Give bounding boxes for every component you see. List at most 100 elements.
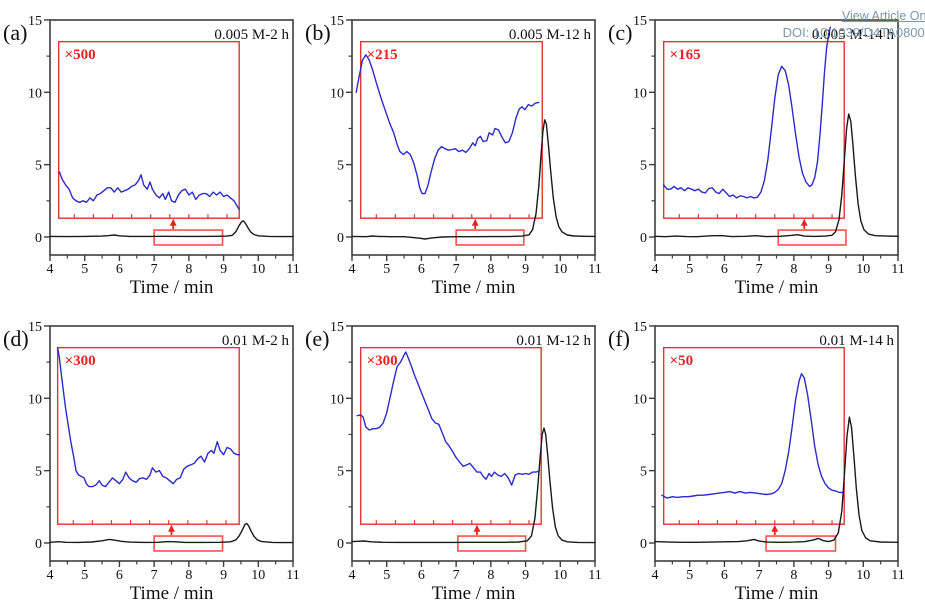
zoom-arrow: [471, 218, 479, 230]
y-tick-label: 10: [330, 392, 344, 407]
y-tick-label: 15: [28, 320, 42, 335]
zoom-arrow: [771, 524, 779, 536]
inset-axis-ticks: [72, 520, 227, 525]
x-tick-label: 10: [856, 568, 870, 583]
panel-letter: (e): [305, 326, 329, 351]
y-tick-label: 0: [640, 537, 647, 552]
y-tick-label: 10: [633, 392, 647, 407]
panel-f-chart: 4 5 6 7 8 9 10 11 0 5 10 15 Time / min (f) ×50 0.01 M-1…: [608, 320, 905, 604]
main-trace: [49, 220, 294, 238]
x-tick-label: 4: [47, 568, 54, 583]
zoom-arrow-head: [168, 524, 175, 532]
inset-box: [56, 346, 240, 525]
x-tick-label: 5: [686, 262, 693, 277]
y-tick-label: 0: [640, 231, 647, 246]
y-axis-ticks: 0 5 10 15: [330, 14, 352, 246]
x-tick-label: 6: [721, 262, 728, 277]
y-tick-label: 15: [633, 14, 647, 29]
x-tick-label: 11: [588, 568, 601, 583]
x-axis-label: Time / min: [130, 583, 214, 604]
x-tick-label: 9: [522, 262, 529, 277]
x-tick-label: 8: [185, 568, 192, 583]
x-tick-label: 5: [383, 568, 390, 583]
x-axis-ticks: 4 5 6 7 8 9 10 11: [47, 561, 300, 583]
magnification-label: ×500: [65, 47, 96, 63]
x-axis-label: Time / min: [432, 277, 516, 298]
panel-title: 0.005 M-14 h: [812, 27, 895, 43]
panel-title: 0.005 M-2 h: [214, 27, 289, 43]
main-trace: [351, 119, 596, 240]
x-tick-label: 5: [81, 262, 88, 277]
inset-box: [662, 346, 845, 525]
inset-box: [359, 40, 543, 219]
panel-letter: (a): [3, 20, 27, 45]
zoom-arrow: [800, 218, 808, 230]
inset-axis-ticks: [375, 214, 530, 219]
x-tick-label: 8: [185, 262, 192, 277]
zoom-source-rect: [153, 535, 224, 552]
x-tick-label: 4: [652, 262, 659, 277]
x-axis-ticks: 4 5 6 7 8 9 10 11: [47, 255, 300, 277]
panel-e-chart: 4 5 6 7 8 9 10 11 0 5 10 15 Time / min (e) ×300 0.01 M-…: [305, 320, 602, 604]
y-tick-label: 15: [330, 320, 344, 335]
zoom-arrow: [473, 524, 481, 536]
x-tick-label: 7: [756, 262, 763, 277]
x-tick-label: 4: [349, 568, 356, 583]
zoom-source-rect: [457, 535, 527, 552]
y-axis-ticks: 0 5 10 15: [633, 14, 655, 246]
zoom-source-rect: [455, 229, 525, 246]
view-article-online-link[interactable]: View Article Onli: [841, 9, 925, 23]
main-trace: [654, 416, 899, 544]
x-tick-label: 11: [891, 568, 904, 583]
magnified-trace: [663, 26, 832, 199]
x-axis-label: Time / min: [735, 277, 819, 298]
panel-letter: (f): [608, 326, 630, 351]
zoom-arrow-head: [473, 524, 481, 532]
panel-c-chart: 4 5 6 7 8 9 10 11 0 5 10 15 Time / min (c) ×165 0.005 M…: [608, 14, 905, 298]
panel-title: 0.01 M-14 h: [819, 333, 894, 349]
x-axis-label: Time / min: [432, 583, 516, 604]
y-tick-label: 10: [330, 86, 344, 101]
main-trace: [351, 427, 596, 544]
y-tick-label: 15: [28, 14, 42, 29]
y-tick-label: 0: [337, 537, 344, 552]
panel-a-chart: 4 5 6 7 8 9 10 11 0 5 10 15 Time / min (a) ×500 0.005 M…: [3, 14, 300, 298]
y-tick-label: 0: [337, 231, 344, 246]
zoom-arrow-head: [471, 218, 479, 226]
magnification-label: ×165: [670, 47, 701, 63]
x-tick-label: 8: [790, 262, 797, 277]
x-tick-label: 6: [116, 262, 123, 277]
x-tick-label: 5: [686, 568, 693, 583]
inset-axis-ticks: [678, 214, 833, 219]
x-tick-label: 5: [383, 262, 390, 277]
x-tick-label: 7: [453, 568, 460, 583]
inset-axis-ticks: [375, 520, 530, 525]
x-tick-label: 10: [856, 262, 870, 277]
y-tick-label: 10: [633, 86, 647, 101]
x-axis-label: Time / min: [735, 583, 819, 604]
x-tick-label: 7: [756, 568, 763, 583]
zoom-source-rect: [153, 229, 224, 246]
y-tick-label: 10: [28, 392, 42, 407]
panel-letter: (d): [3, 326, 29, 351]
zoom-source-rect: [777, 229, 847, 246]
x-tick-label: 7: [151, 568, 158, 583]
y-tick-label: 5: [640, 159, 647, 174]
panel-letter: (c): [608, 20, 632, 45]
inset-axis-ticks: [73, 214, 228, 219]
zoom-arrow-head: [771, 524, 779, 532]
magnification-label: ×50: [670, 353, 694, 369]
y-tick-label: 5: [337, 465, 344, 480]
zoom-arrow-head: [169, 218, 177, 226]
zoom-arrow-head: [800, 218, 808, 226]
x-tick-label: 4: [652, 568, 659, 583]
magnification-label: ×300: [65, 353, 96, 369]
magnification-label: ×215: [367, 47, 398, 63]
magnified-trace: [355, 54, 540, 195]
x-tick-label: 4: [349, 262, 356, 277]
journal-watermark[interactable]: View Article Onli DOI: 10.1039/D4TA08001: [672, 9, 925, 40]
magnified-trace: [56, 347, 240, 488]
x-tick-label: 6: [418, 262, 425, 277]
x-tick-label: 5: [81, 568, 88, 583]
